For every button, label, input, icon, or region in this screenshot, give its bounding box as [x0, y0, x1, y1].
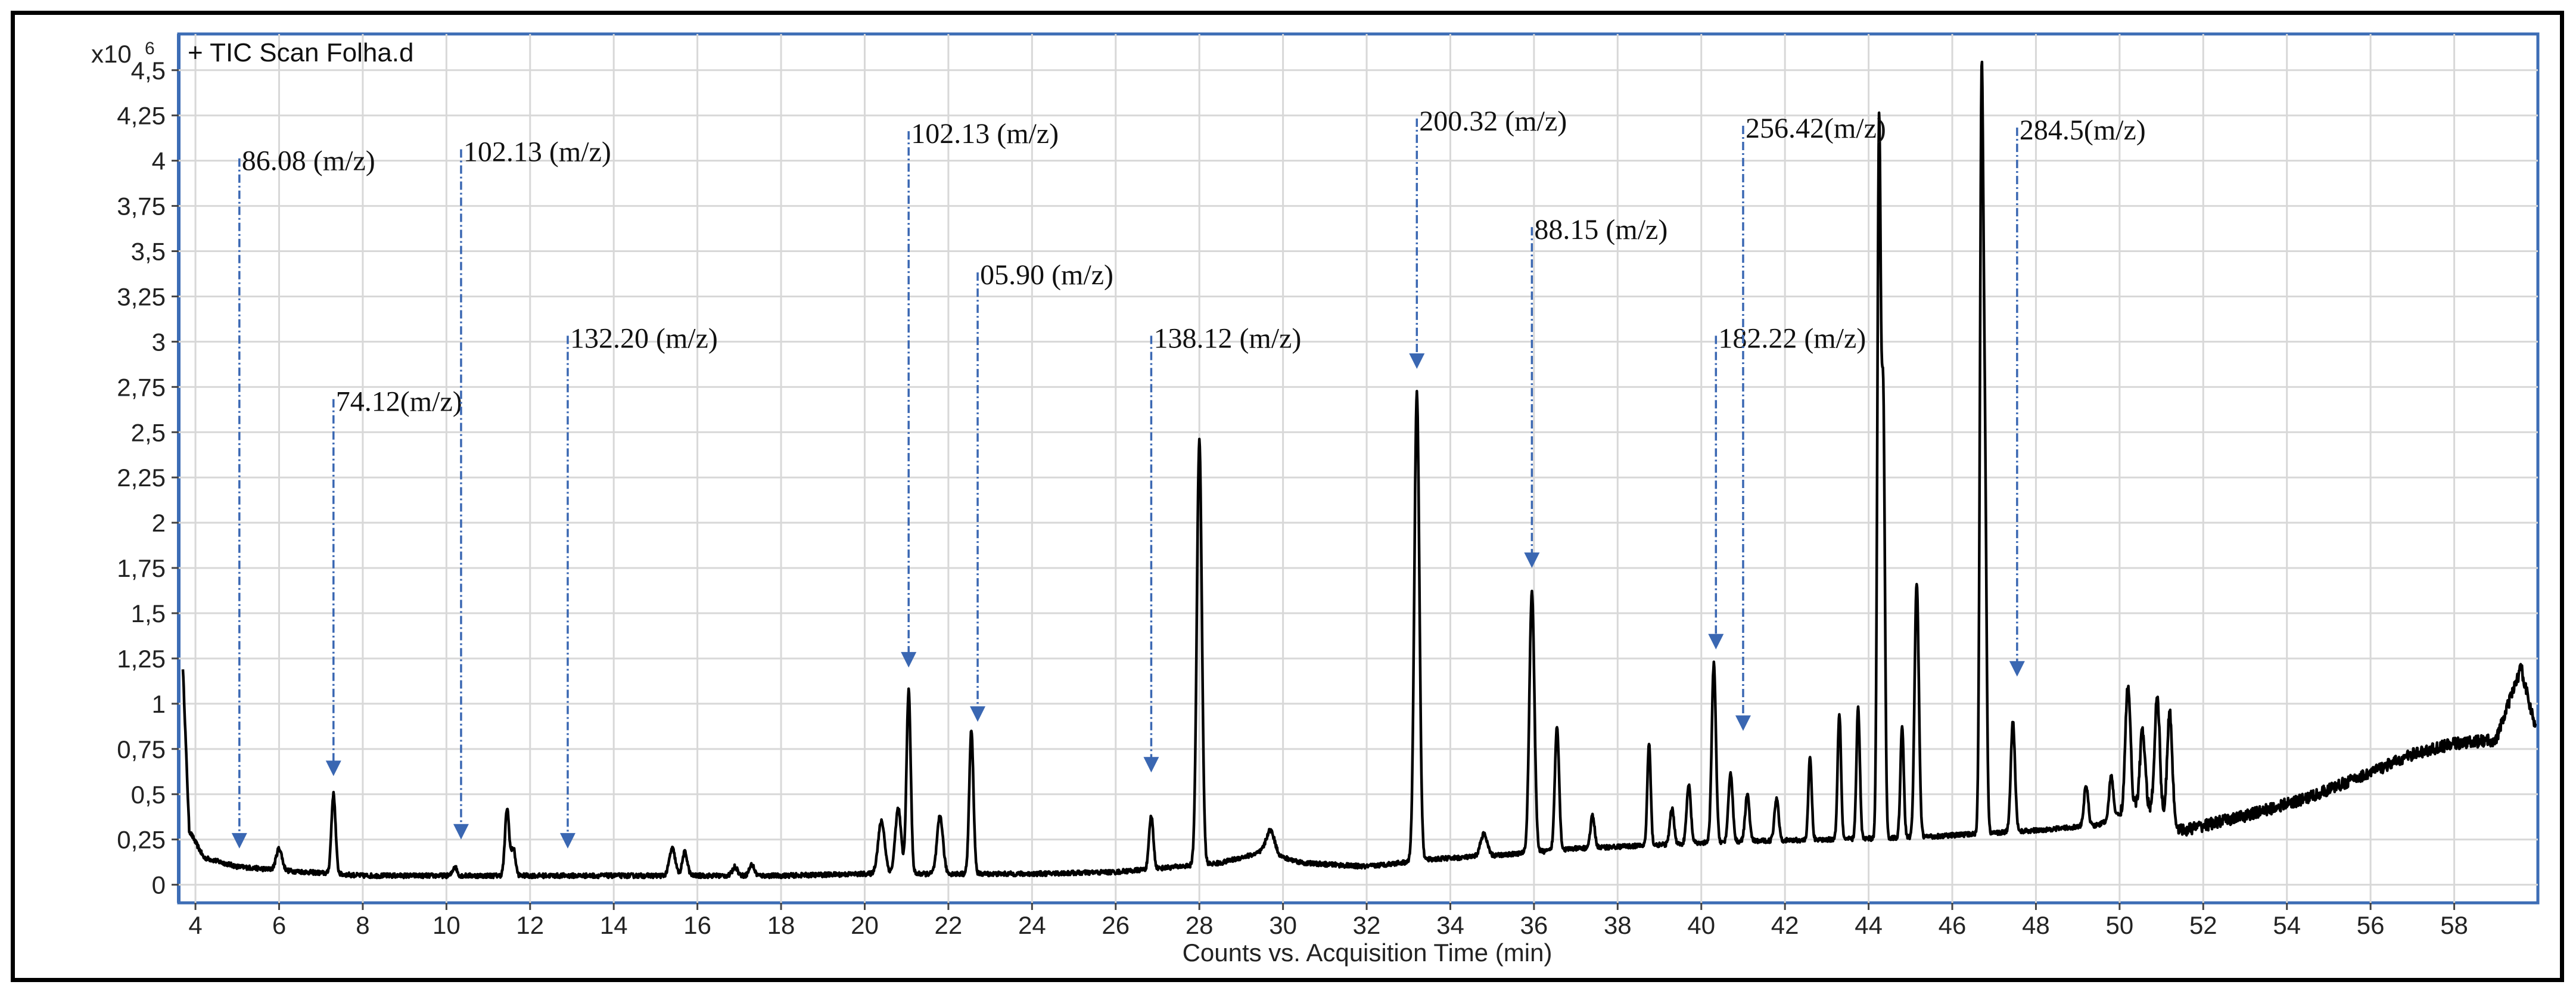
annotation-arrowhead	[453, 824, 469, 840]
x-tick-label: 30	[1269, 911, 1297, 939]
x-tick-label: 10	[433, 911, 461, 939]
annotation-label: 102.13 (m/z)	[911, 118, 1059, 150]
chart-title: + TIC Scan Folha.d	[188, 38, 414, 67]
x-tick-labels: 4 6 8 10 12 14 16 18 20 22 24 26 28 30 32 34 36 38 40 42 44 4…	[188, 903, 2468, 939]
x-tick-label: 56	[2357, 911, 2385, 939]
y-tick-label: 4,25	[117, 102, 166, 130]
x-tick-label: 50	[2106, 911, 2134, 939]
y-tick-label: 0,5	[131, 781, 166, 809]
y-tick-label: 3	[152, 328, 166, 356]
annotation-arrowhead	[325, 760, 341, 776]
x-tick-label: 42	[1771, 911, 1799, 939]
annotation-arrowhead	[2009, 661, 2025, 677]
annotation-label: 284.5(m/z)	[2020, 114, 2146, 146]
x-axis-label: Counts vs. Acquisition Time (min)	[1183, 939, 1553, 967]
annotation-label: 102.13 (m/z)	[463, 136, 611, 168]
x-tick-label: 14	[600, 911, 628, 939]
grid-lines	[179, 34, 2538, 903]
chart-frame: 0 0,25 0,5 0,75 1 1,25 1,5 1,75 2 2,25 2,5 2,75 3 3,2…	[11, 11, 2564, 982]
x-tick-label: 58	[2440, 911, 2468, 939]
annotation-arrowhead	[901, 652, 917, 668]
y-tick-label: 1	[152, 690, 166, 718]
y-tick-label: 2,25	[117, 464, 166, 492]
y-tick-label: 4	[152, 147, 166, 175]
y-tick-label: 3,75	[117, 192, 166, 220]
y-exponent: 6	[145, 39, 155, 58]
x-tick-label: 40	[1687, 911, 1715, 939]
y-tick-label: 4,5	[131, 57, 166, 85]
y-tick-labels: 0 0,25 0,5 0,75 1 1,25 1,5 1,75 2 2,25 2,5 2,75 3 3,2…	[117, 57, 179, 899]
annotation-label: 86.08 (m/z)	[242, 145, 375, 177]
annotation-arrowhead	[1524, 552, 1540, 569]
y-tick-label: 0,25	[117, 826, 166, 854]
x-tick-label: 48	[2022, 911, 2050, 939]
y-tick-label: 1,25	[117, 645, 166, 673]
annotation-label: 182.22 (m/z)	[1718, 322, 1866, 354]
x-tick-label: 32	[1353, 911, 1381, 939]
y-tick-label: 1,75	[117, 554, 166, 582]
y-tick-label: 2,75	[117, 373, 166, 401]
annotation-label: 138.12 (m/z)	[1153, 322, 1301, 354]
x-tick-label: 28	[1186, 911, 1214, 939]
y-tick-label: 0,75	[117, 735, 166, 763]
y-tick-label: 2,5	[131, 418, 166, 446]
x-tick-label: 54	[2273, 911, 2301, 939]
x-tick-label: 8	[356, 911, 369, 939]
tic-series-line	[181, 60, 2537, 880]
annotation-arrowhead	[1735, 715, 1751, 731]
annotation-arrowhead	[1708, 633, 1724, 650]
x-tick-label: 24	[1018, 911, 1046, 939]
x-tick-label: 6	[272, 911, 286, 939]
x-tick-label: 26	[1102, 911, 1130, 939]
x-tick-label: 44	[1855, 911, 1883, 939]
y-tick-label: 2	[152, 509, 166, 537]
y-tick-label: 0	[152, 871, 166, 899]
annotation-arrowhead	[559, 833, 575, 849]
x-tick-label: 46	[1939, 911, 1967, 939]
chromatogram-chart: 0 0,25 0,5 0,75 1 1,25 1,5 1,75 2 2,25 2,5 2,75 3 3,2…	[91, 32, 2540, 967]
x-tick-label: 52	[2189, 911, 2217, 939]
annotation-label: 88.15 (m/z)	[1534, 214, 1667, 246]
annotation-label: 200.32 (m/z)	[1419, 105, 1567, 137]
annotation-label: 05.90 (m/z)	[980, 259, 1113, 291]
annotation-label: 74.12(m/z)	[336, 386, 462, 418]
x-tick-label: 20	[851, 911, 879, 939]
x-tick-label: 22	[935, 911, 963, 939]
annotation-arrowhead	[970, 706, 986, 722]
tic-trace	[181, 60, 2537, 880]
x-tick-label: 4	[188, 911, 202, 939]
annotation-arrowhead	[231, 833, 247, 849]
y-tick-label: 3,25	[117, 282, 166, 310]
x-tick-label: 38	[1604, 911, 1632, 939]
annotation-label: 132.20 (m/z)	[570, 322, 718, 354]
y-tick-label: 1,5	[131, 599, 166, 628]
annotations: 86.08 (m/z) 74.12(m/z) 102.13 (m/z) 132.20 …	[231, 105, 2146, 849]
x-tick-label: 34	[1436, 911, 1464, 939]
x-tick-label: 18	[767, 911, 795, 939]
x-tick-label: 36	[1520, 911, 1548, 939]
annotation-arrowhead	[1409, 353, 1425, 369]
x-tick-label: 12	[516, 911, 544, 939]
annotation-label: 256.42(m/z)	[1746, 113, 1886, 144]
x-tick-label: 16	[683, 911, 711, 939]
y-tick-label: 3,5	[131, 238, 166, 266]
annotation-arrowhead	[1143, 757, 1159, 773]
y-multiplier: x10	[91, 40, 132, 68]
